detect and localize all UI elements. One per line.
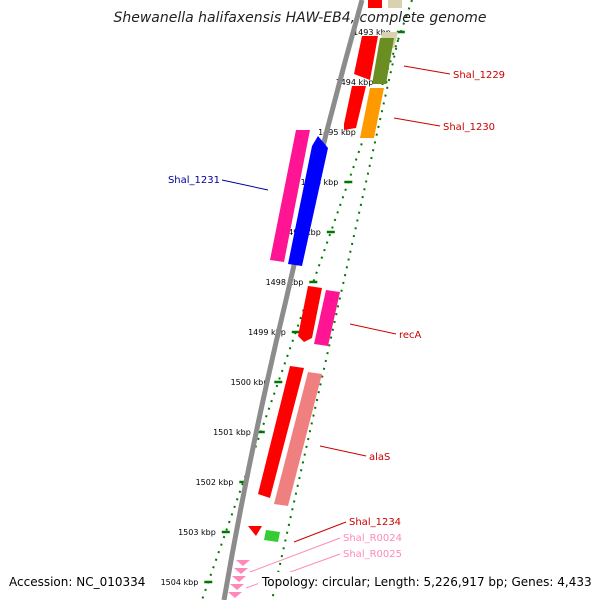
gene-arrow-green-small: [264, 530, 280, 542]
leader-shal-1234: [293, 521, 347, 543]
gene-label-shal-1234: Shal_1234: [349, 517, 401, 528]
gene-arrow-red-reca: [298, 286, 322, 342]
footer-left-bg: [6, 572, 146, 590]
gene-arrow-red-small: [248, 526, 262, 536]
gene-arrow-top-red: [368, 0, 382, 8]
tick-label: 1498 kbp: [266, 278, 304, 287]
gene-label-shal-1231: Shal_1231: [168, 175, 220, 186]
gene-arrow-olive: [372, 38, 394, 84]
gene-label-reca: recA: [399, 330, 422, 341]
gene-arrow-red-1: [354, 36, 378, 80]
tick-label: 1493 kbp: [353, 28, 391, 37]
tick-label: 1502 kbp: [196, 478, 234, 487]
gene-label-shal-1229: Shal_1229: [453, 70, 505, 81]
gene-arrow-salmon-alas: [274, 372, 322, 506]
tick-label: 1495 kbp: [318, 128, 356, 137]
gene-label-shal-r0025: Shal_R0025: [343, 549, 402, 560]
accession-label: Accession: NC_010334: [9, 575, 145, 589]
leader-alas: [319, 445, 367, 457]
map-title: Shewanella halifaxensis HAW-EB4, complet…: [113, 10, 486, 26]
topology-label: Topology: circular; Length: 5,226,917 bp…: [261, 575, 592, 589]
gene-arrow-red-alas: [258, 366, 304, 498]
leader-shal-1229: [403, 65, 451, 75]
leader-shal-1230: [393, 117, 441, 127]
gene-arrow-orange: [360, 88, 384, 138]
genome-backbone: [221, 0, 365, 600]
tick-label: 1504 kbp: [161, 578, 199, 587]
tick-label: 1494 kbp: [336, 78, 374, 87]
trna-cluster: [228, 560, 250, 598]
leader-shal-r0024: [249, 537, 341, 573]
tick-label: 1503 kbp: [178, 528, 216, 537]
footer-right-bg: [258, 572, 594, 590]
gene-arrow-top-tan: [388, 0, 402, 8]
gene-arrow-pink-large: [270, 130, 310, 262]
tick-label: 1500 kbp: [231, 378, 269, 387]
tick-label: 1499 kbp: [248, 328, 286, 337]
gene-label-shal-r0024: Shal_R0024: [343, 533, 402, 544]
tick-label: 1501 kbp: [213, 428, 251, 437]
gene-arrow-blue: [288, 136, 328, 266]
gene-label-alas: alaS: [369, 452, 390, 463]
leader-shal-1231: [221, 179, 269, 191]
gene-arrow-red-2: [344, 86, 366, 130]
gene-arrow-pink-reca: [314, 290, 340, 346]
inner-axis: [271, 39, 399, 600]
leader-reca: [349, 323, 397, 335]
gene-label-shal-1230: Shal_1230: [443, 122, 495, 133]
